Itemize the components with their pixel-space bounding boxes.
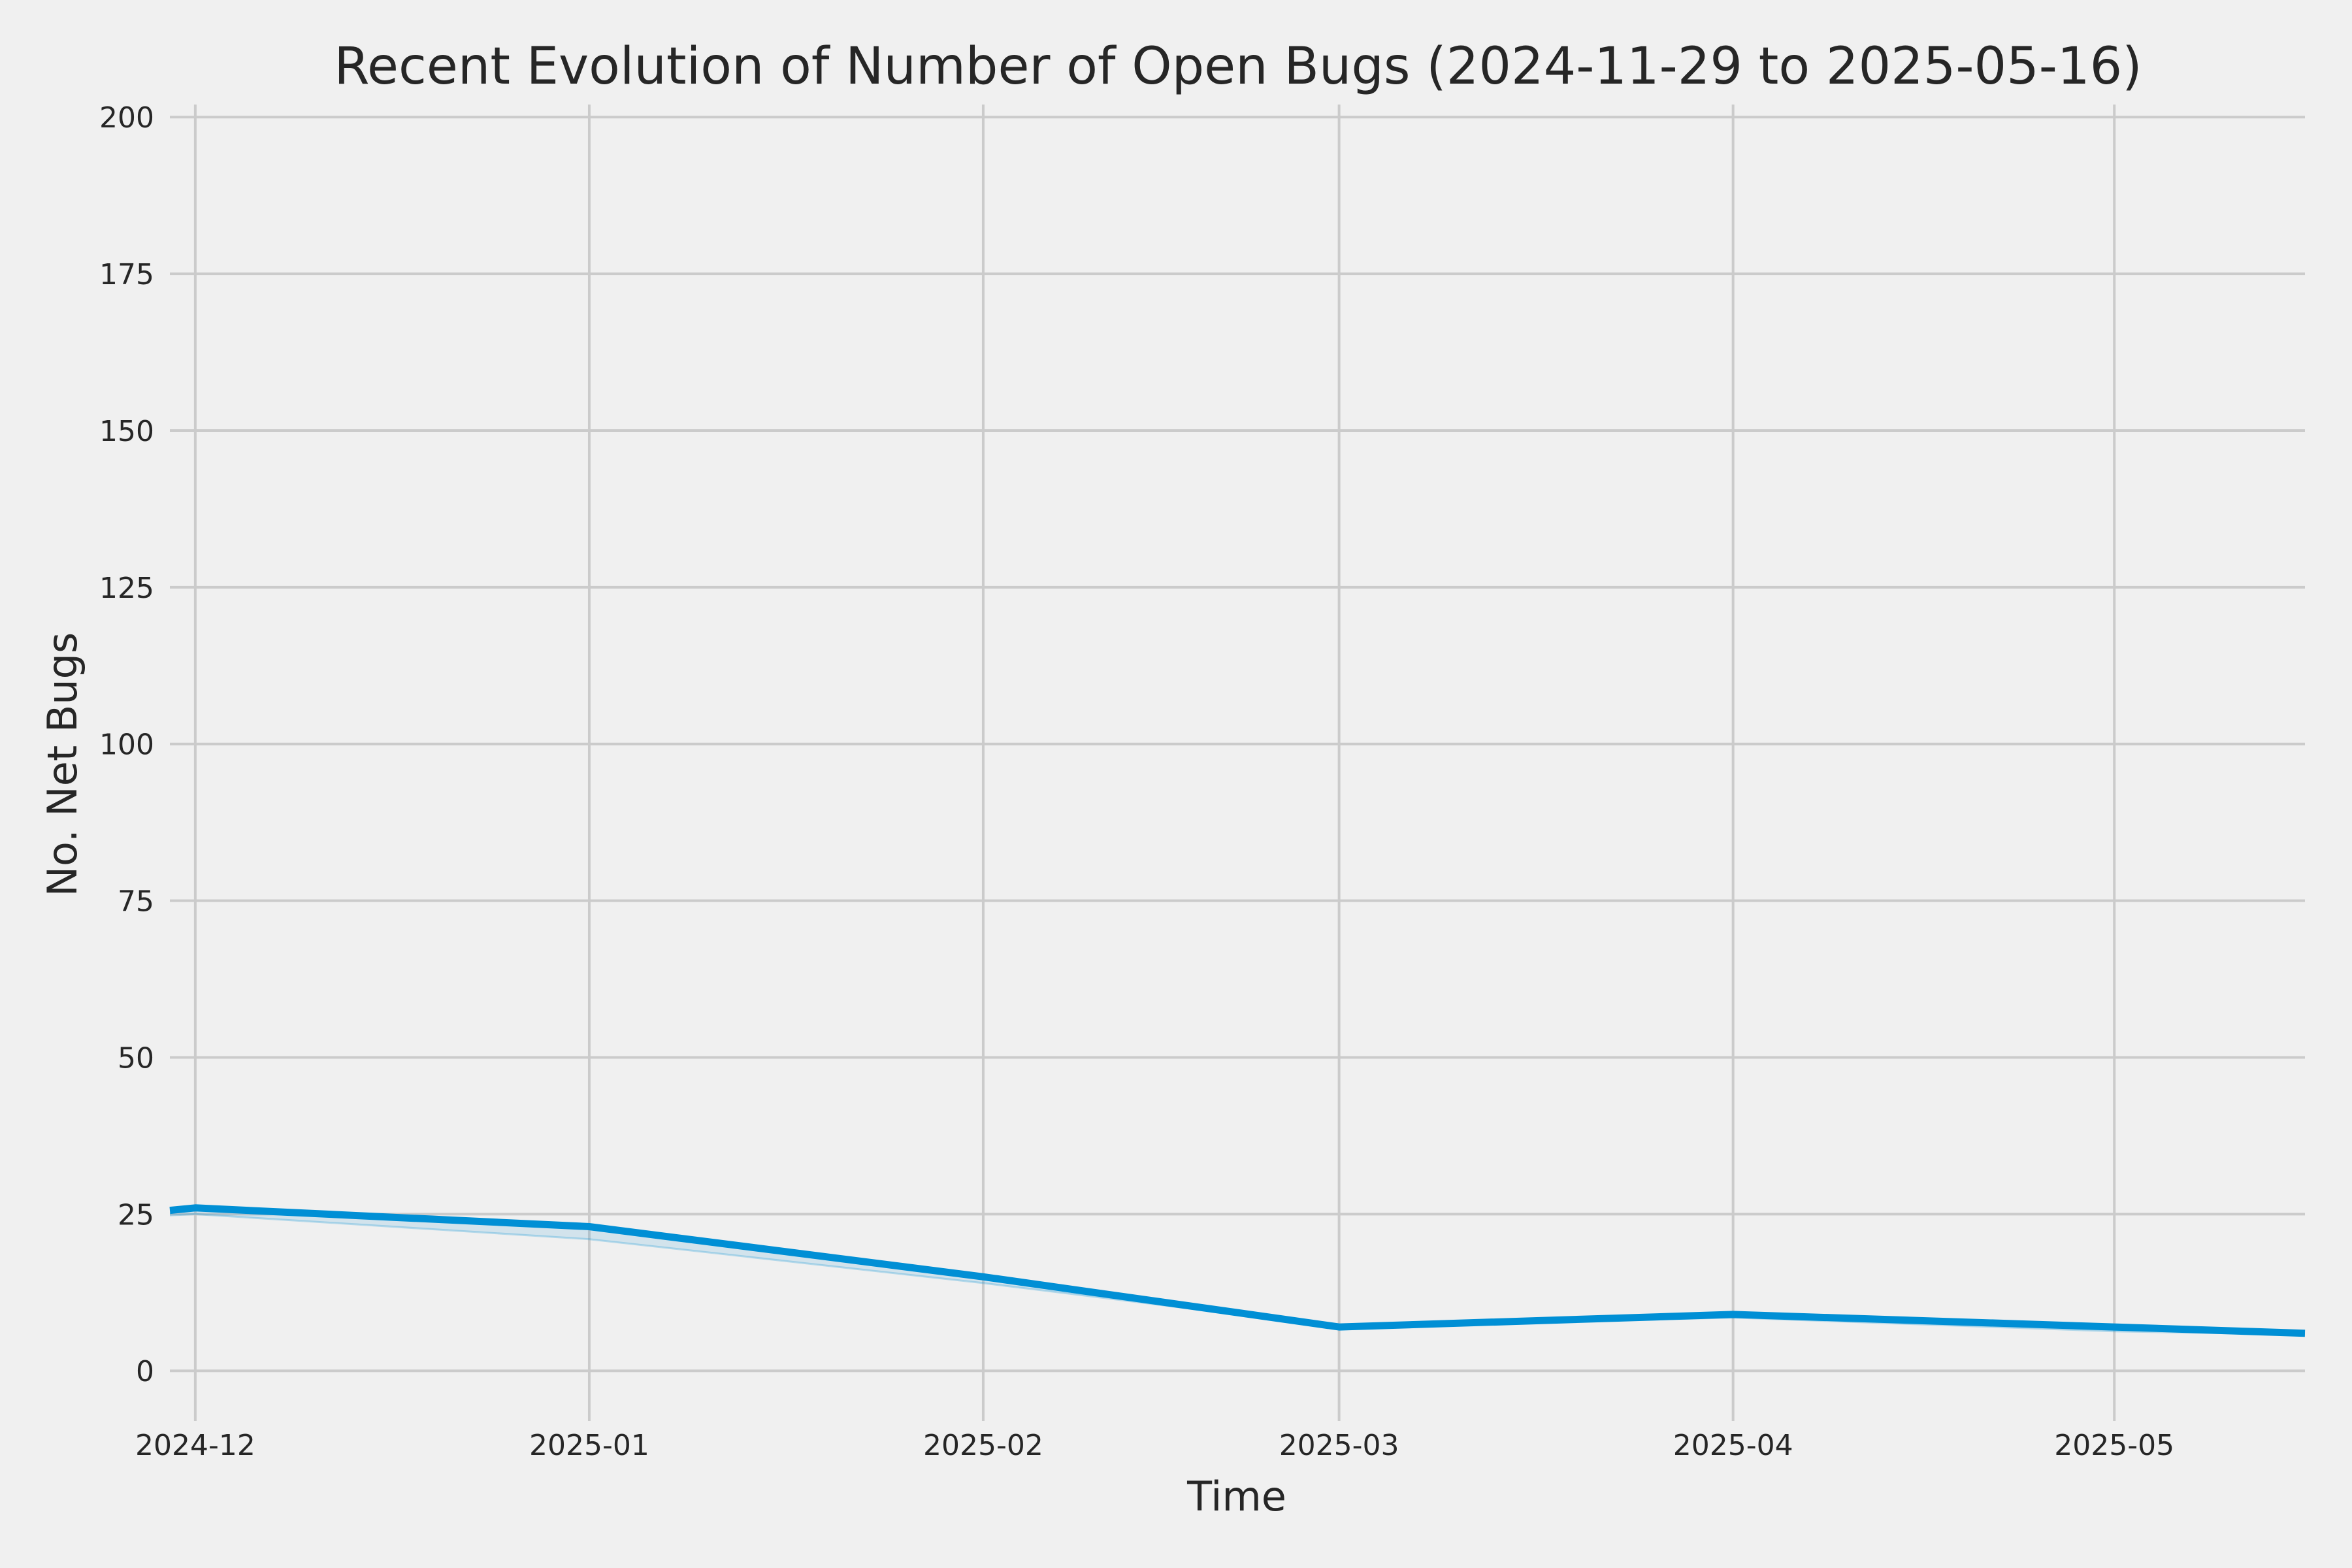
x-axis-label: Time — [1186, 1473, 1286, 1520]
x-tick-label: 2024-12 — [135, 1429, 255, 1462]
x-tick-labels: 2024-12 2025-01 2025-02 2025-03 2025-04 2025-… — [135, 1429, 2174, 1462]
y-tick-label: 200 — [99, 101, 154, 135]
y-tick-label: 150 — [99, 415, 154, 448]
x-tick-label: 2025-05 — [2054, 1429, 2174, 1462]
series-line — [169, 1204, 2306, 1337]
x-tick-label: 2025-02 — [923, 1429, 1043, 1462]
y-tick-label: 100 — [99, 728, 154, 762]
series-layer — [169, 1204, 2306, 1337]
chart-title: Recent Evolution of Number of Open Bugs … — [334, 37, 2142, 96]
grid-layer — [170, 105, 2305, 1421]
y-tick-label: 25 — [118, 1198, 154, 1232]
y-tick-label: 0 — [136, 1355, 154, 1388]
band-area — [170, 1207, 2305, 1335]
x-tick-label: 2025-03 — [1279, 1429, 1399, 1462]
y-tick-label: 125 — [99, 572, 154, 605]
y-tick-label: 50 — [118, 1041, 154, 1075]
x-tick-label: 2025-04 — [1673, 1429, 1793, 1462]
x-tick-label: 2025-01 — [529, 1429, 649, 1462]
y-tick-label: 75 — [118, 885, 154, 919]
y-tick-label: 175 — [99, 258, 154, 291]
y-axis-label: No. Net Bugs — [39, 632, 86, 897]
y-tick-labels: 0 25 50 75 100 125 150 175 200 — [99, 101, 154, 1388]
